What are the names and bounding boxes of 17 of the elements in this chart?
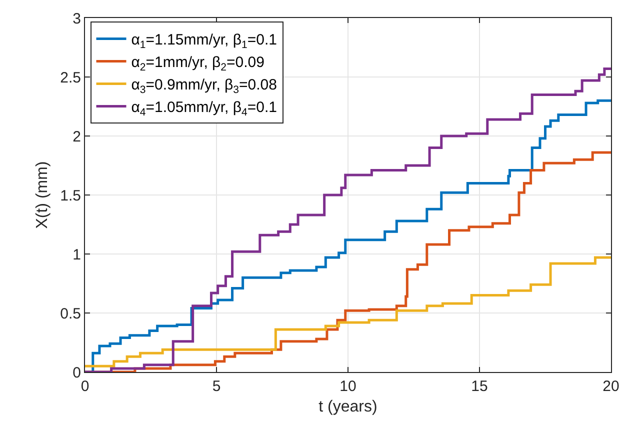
y-tick-label: 0.5 (60, 305, 81, 322)
y-tick-label: 3 (72, 10, 81, 28)
y-tick-label: 2 (72, 128, 81, 146)
y-tick-label: 0 (72, 364, 81, 382)
x-axis-title: t (years) (318, 398, 378, 416)
x-tick-label: 15 (471, 378, 488, 395)
legend-label: α$_{1}$=1.15mm/yr, β$_{1}$=0.1 (131, 32, 277, 51)
legend-label: α$_{4}$=1.05mm/yr, β$_{4}$=0.1 (131, 99, 277, 118)
y-tick-label: 1 (72, 246, 81, 264)
x-tick-label: 10 (340, 378, 356, 395)
x-tick-label: 20 (602, 378, 620, 395)
legend-label: α$_{3}$=0.9mm/yr, β$_{3}$=0.08 (131, 76, 277, 96)
y-tick-label: 1.5 (60, 187, 81, 204)
legend-label: α$_{2}$=1mm/yr, β$_{2}$=0.09 (131, 54, 264, 74)
y-axis-title: X(t) (mm) (34, 161, 52, 229)
y-tick-label: 2.5 (60, 69, 81, 86)
x-tick-label: 5 (212, 378, 221, 395)
